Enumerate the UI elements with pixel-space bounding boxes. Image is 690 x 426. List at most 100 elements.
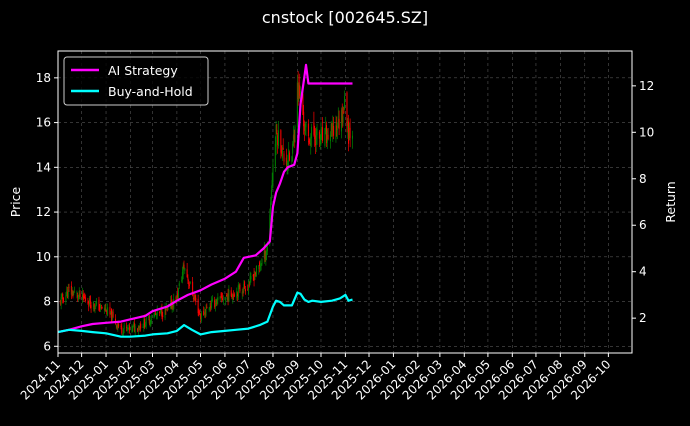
price-candle-body — [225, 295, 227, 297]
price-candle-body — [103, 307, 105, 310]
price-candle-body — [144, 324, 146, 328]
price-candle-body — [110, 311, 112, 314]
price-candle-body — [194, 295, 196, 301]
price-candle-body — [144, 318, 146, 328]
price-candle-body — [66, 291, 68, 298]
price-candle-body — [100, 304, 102, 309]
price-candle-body — [219, 296, 221, 300]
price-candle-body — [265, 253, 267, 261]
price-candle-body — [292, 143, 294, 154]
price-candle-body — [285, 157, 287, 165]
price-candle-body — [127, 328, 129, 330]
price-axis: 6 8 10 12 14 16 18 — [36, 71, 58, 353]
price-candle-body — [250, 276, 252, 280]
price-candle-body — [274, 143, 276, 167]
price-candle-body — [325, 125, 327, 144]
price-candle-body — [348, 121, 350, 144]
price-candle-body — [233, 295, 235, 297]
price-candle-body — [88, 305, 90, 307]
price-candle-body — [314, 134, 316, 140]
price-candle-body — [271, 180, 273, 187]
price-candle-body — [277, 135, 279, 145]
price-candle-body — [162, 315, 164, 317]
price-candle-body — [206, 306, 208, 309]
price-candle-body — [291, 156, 293, 162]
price-tick-label: 12 — [36, 205, 51, 219]
price-candle-body — [341, 108, 343, 123]
price-candle-body — [133, 323, 135, 331]
price-candle-body — [173, 298, 175, 310]
return-tick-label: 4 — [639, 265, 647, 279]
price-candle-body — [237, 285, 239, 298]
return-tick-label: 6 — [639, 218, 647, 232]
price-candle-body — [311, 127, 313, 139]
price-candle-body — [332, 122, 334, 133]
price-candle-body — [188, 282, 190, 285]
price-candle-body — [211, 298, 213, 302]
price-candle-body — [249, 276, 251, 285]
price-candle-body — [68, 287, 70, 289]
price-candle-body — [348, 131, 350, 140]
price-candle-body — [143, 319, 145, 328]
price-candle-body — [159, 309, 161, 311]
price-candle-body — [351, 135, 353, 139]
price-candle-body — [89, 295, 91, 305]
price-candle-body — [71, 291, 73, 295]
price-candle-body — [181, 272, 183, 280]
price-candle-body — [181, 280, 183, 282]
price-candle-body — [281, 149, 283, 154]
price-candle-body — [244, 289, 246, 292]
price-candle-body — [77, 295, 79, 298]
price-candle-body — [253, 273, 255, 282]
price-candle-body — [239, 284, 241, 292]
price-candle-body — [111, 309, 113, 322]
price-candle-body — [98, 299, 100, 311]
price-candle-body — [288, 152, 290, 161]
price-candle-body — [281, 147, 283, 159]
price-candle-body — [65, 295, 67, 302]
price-candle-body — [122, 333, 124, 335]
price-candle-body — [319, 139, 321, 144]
price-candle-body — [145, 317, 147, 326]
price-candle-body — [203, 311, 205, 315]
y-axis-label-return: Return — [663, 181, 678, 222]
price-candle-body — [132, 325, 134, 329]
price-candle-body — [297, 83, 299, 100]
return-lines — [57, 63, 353, 338]
price-candle-body — [210, 305, 212, 308]
price-candle-body — [315, 131, 317, 145]
price-candle-body — [260, 264, 262, 266]
price-candle-body — [99, 308, 101, 310]
price-candle-body — [259, 262, 261, 267]
price-candle-body — [329, 134, 331, 142]
price-candle-body — [320, 131, 322, 144]
price-candle-body — [313, 122, 315, 135]
price-candle-body — [343, 111, 345, 113]
price-candle-body — [243, 283, 245, 291]
price-candle-body — [200, 314, 202, 320]
price-candle-body — [183, 264, 185, 268]
price-candle-body — [204, 312, 206, 315]
price-candle-body — [182, 265, 184, 276]
price-candle-body — [252, 274, 254, 277]
price-tick-label: 14 — [36, 160, 51, 174]
price-candle-body — [266, 250, 268, 255]
price-candle-body — [154, 314, 156, 317]
price-candle-body — [302, 93, 304, 115]
price-candle-body — [134, 325, 136, 333]
price-tick-label: 18 — [36, 71, 51, 85]
price-candle-body — [156, 309, 158, 316]
price-candle-body — [129, 326, 131, 331]
price-candle-body — [296, 82, 298, 127]
price-candle-body — [292, 135, 294, 146]
return-axis: 2 4 6 8 10 12 — [632, 79, 654, 325]
price-candle-body — [137, 328, 139, 331]
price-candle-body — [139, 325, 141, 329]
price-candle-body — [203, 311, 205, 316]
return-tick-label: 8 — [639, 172, 647, 186]
price-candle-body — [322, 127, 324, 141]
price-candle-body — [161, 308, 163, 317]
price-candle-body — [200, 312, 202, 322]
price-candle-body — [90, 305, 92, 309]
price-candle-body — [197, 298, 199, 314]
